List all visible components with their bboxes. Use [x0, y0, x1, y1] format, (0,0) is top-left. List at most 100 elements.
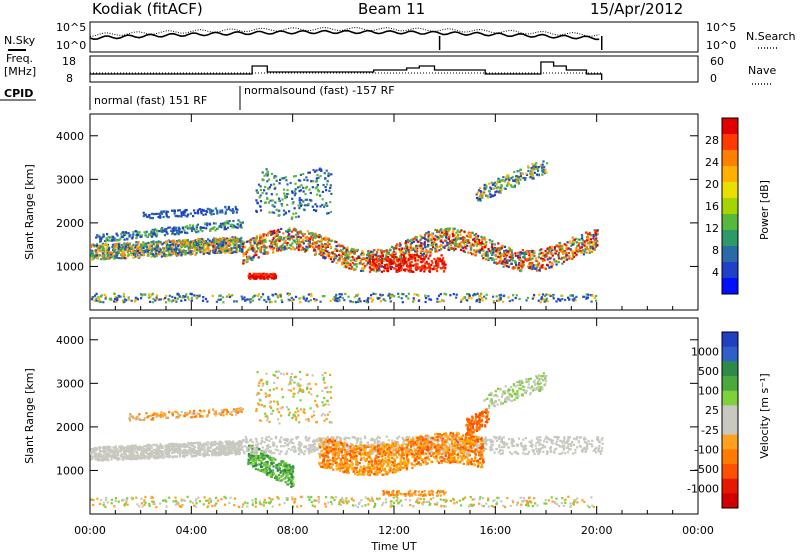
data-cell [575, 253, 578, 256]
data-cell [401, 261, 404, 264]
data-cell [483, 188, 486, 191]
data-cell [553, 249, 556, 252]
data-cell [259, 205, 262, 208]
data-cell [444, 239, 447, 242]
data-cell [407, 292, 410, 295]
data-cell [232, 211, 235, 214]
data-cell [216, 227, 219, 230]
data-cell [589, 246, 592, 250]
data-cell [528, 263, 532, 266]
data-cell [163, 254, 166, 257]
data-cell [478, 294, 481, 297]
data-cell [116, 249, 120, 252]
data-cell [538, 268, 541, 271]
data-cell [571, 236, 574, 239]
data-cell [146, 250, 150, 253]
data-cell [349, 259, 352, 262]
data-cell [147, 447, 150, 450]
data-cell [231, 448, 234, 451]
data-cell [92, 258, 95, 261]
data-cell [437, 263, 440, 266]
data-cell [408, 261, 411, 264]
data-cell [499, 298, 502, 301]
data-cell [404, 241, 407, 244]
data-cell [225, 250, 228, 253]
data-cell [408, 267, 411, 270]
data-cell [492, 194, 495, 198]
data-cell [335, 241, 338, 244]
data-cell [236, 240, 239, 243]
data-cell [138, 255, 141, 258]
data-cell [437, 294, 441, 297]
data-cell [490, 194, 493, 197]
data-cell [207, 454, 211, 457]
data-cell [397, 268, 400, 271]
data-cell [320, 243, 323, 246]
data-cell [277, 228, 280, 231]
data-cell [253, 295, 256, 298]
data-cell [550, 265, 553, 268]
data-cell [561, 294, 564, 297]
data-cell [543, 165, 546, 168]
data-cell [190, 242, 193, 245]
data-cell [414, 250, 417, 253]
data-cell [423, 265, 426, 268]
data-cell [397, 258, 401, 261]
data-cell [351, 250, 354, 253]
freq-panel: Freq. [MHz] 18 8 60 0 Nave [4, 52, 776, 85]
data-cell [242, 262, 245, 265]
data-cell [533, 168, 536, 171]
data-cell [90, 452, 93, 455]
data-cell [228, 238, 231, 241]
data-cell [114, 254, 117, 257]
data-cell [549, 247, 552, 250]
data-cell [467, 235, 470, 238]
data-cell [228, 249, 231, 252]
data-cell [226, 451, 229, 454]
data-cell [394, 251, 397, 254]
data-cell [237, 237, 240, 240]
data-cell [548, 261, 551, 264]
data-cell [491, 240, 494, 243]
data-cell [189, 451, 192, 454]
data-cell [424, 255, 427, 258]
data-cell [372, 269, 375, 272]
data-cell [286, 203, 289, 206]
data-cell [561, 249, 564, 252]
data-cell [205, 222, 209, 225]
data-cell [252, 237, 255, 240]
data-cell [158, 216, 161, 219]
data-cell [359, 253, 363, 256]
data-cell [514, 260, 517, 263]
data-cell [524, 258, 527, 261]
data-cell [553, 259, 556, 262]
data-cell [424, 294, 427, 297]
data-cell [176, 214, 179, 217]
data-cell [305, 236, 309, 239]
data-cell [220, 244, 223, 247]
data-cell [531, 261, 534, 265]
data-cell [202, 240, 205, 243]
data-cell [445, 231, 449, 234]
data-cell [156, 457, 159, 460]
data-cell [254, 237, 257, 240]
data-cell [421, 265, 424, 268]
data-cell [341, 244, 344, 247]
data-cell [368, 258, 371, 261]
data-cell [583, 244, 586, 247]
data-cell [177, 245, 180, 248]
data-cell [569, 241, 572, 244]
data-cell [188, 249, 191, 252]
data-cell [445, 237, 448, 240]
data-cell [196, 242, 200, 246]
data-cell [206, 210, 209, 213]
data-cell [355, 259, 358, 262]
data-cell [594, 294, 598, 298]
data-cell [582, 253, 585, 256]
data-cell [231, 249, 234, 252]
data-cell [243, 241, 246, 244]
data-cell [209, 442, 212, 445]
data-cell [545, 255, 548, 258]
data-cell [178, 250, 181, 253]
data-cell [379, 255, 382, 258]
